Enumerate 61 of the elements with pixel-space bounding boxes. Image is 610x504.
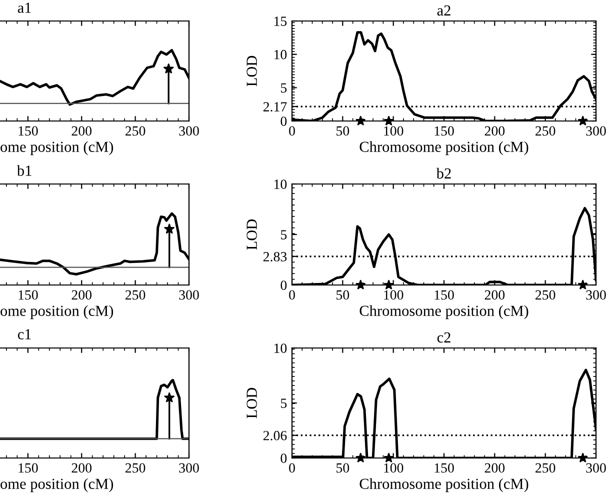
- x-tick-label: 150: [434, 463, 454, 473]
- x-tick-label: 150: [18, 463, 38, 473]
- y-tick-label: 2.06: [263, 430, 287, 440]
- x-tick-label: 300: [586, 126, 606, 136]
- x-tick-label: 300: [179, 126, 199, 136]
- y-axis-title: LOD: [246, 388, 257, 418]
- x-tick-label: 150: [434, 290, 454, 300]
- x-axis-title: Chromosome position (cM): [360, 141, 528, 156]
- x-axis-title: Chromosome position (cM): [360, 478, 528, 492]
- chart-title: c2: [437, 332, 450, 343]
- x-tick-label: 150: [434, 126, 454, 136]
- y-tick-label: 5: [281, 83, 287, 93]
- x-tick-label: 150: [18, 126, 38, 136]
- x-axis-title: ome position (cM): [0, 478, 114, 492]
- chart-title: b2: [436, 168, 451, 179]
- x-tick-label: 100: [384, 290, 404, 300]
- y-tick-label: 10: [274, 344, 287, 353]
- chart-title: c1: [18, 329, 31, 340]
- x-axis-title: ome position (cM): [0, 141, 114, 156]
- x-tick-label: 200: [484, 290, 505, 300]
- x-tick-label: 250: [536, 463, 556, 473]
- x-tick-label: 300: [586, 290, 606, 300]
- x-tick-label: 150: [18, 290, 38, 300]
- x-tick-label: 250: [536, 290, 556, 300]
- x-tick-label: 300: [179, 463, 199, 473]
- x-tick-label: 0: [289, 290, 295, 300]
- y-tick-label: 15: [274, 16, 287, 26]
- y-axis-title: LOD: [246, 219, 257, 250]
- x-tick-label: 250: [536, 126, 556, 136]
- x-tick-label: 50: [336, 290, 350, 300]
- x-axis-title: ome position (cM): [0, 305, 114, 320]
- x-tick-label: 300: [179, 290, 199, 300]
- x-tick-label: 100: [384, 463, 404, 473]
- x-tick-label: 300: [586, 463, 606, 473]
- x-tick-label: 0: [289, 463, 295, 473]
- y-axis-title: LOD: [246, 56, 257, 86]
- x-tick-label: 250: [126, 290, 146, 300]
- chart-title: b1: [16, 165, 32, 176]
- y-tick-label: 5: [281, 398, 287, 408]
- y-tick-label: 0: [280, 454, 287, 463]
- chart-title: a2: [437, 5, 450, 16]
- chart-title: a1: [18, 2, 31, 13]
- x-tick-label: 250: [126, 463, 146, 473]
- x-tick-label: 200: [484, 463, 505, 473]
- x-tick-label: 100: [384, 126, 404, 136]
- x-tick-label: 200: [484, 126, 505, 136]
- y-tick-label: 0: [280, 280, 287, 290]
- y-tick-label: 0: [280, 116, 287, 126]
- y-tick-label: 10: [274, 50, 287, 60]
- x-tick-label: 200: [72, 290, 92, 300]
- x-tick-label: 200: [72, 126, 92, 136]
- y-tick-label: 10: [274, 180, 287, 189]
- y-tick-label: 2.83: [263, 252, 287, 262]
- x-tick-label: 50: [336, 126, 350, 136]
- x-tick-label: 200: [72, 463, 92, 473]
- y-tick-label: 2.17: [263, 102, 287, 112]
- x-tick-label: 250: [126, 126, 146, 136]
- x-tick-label: 0: [289, 126, 295, 136]
- x-axis-title: Chromosome position (cM): [360, 305, 528, 320]
- y-tick-label: 5: [281, 230, 287, 240]
- x-tick-label: 50: [336, 463, 350, 473]
